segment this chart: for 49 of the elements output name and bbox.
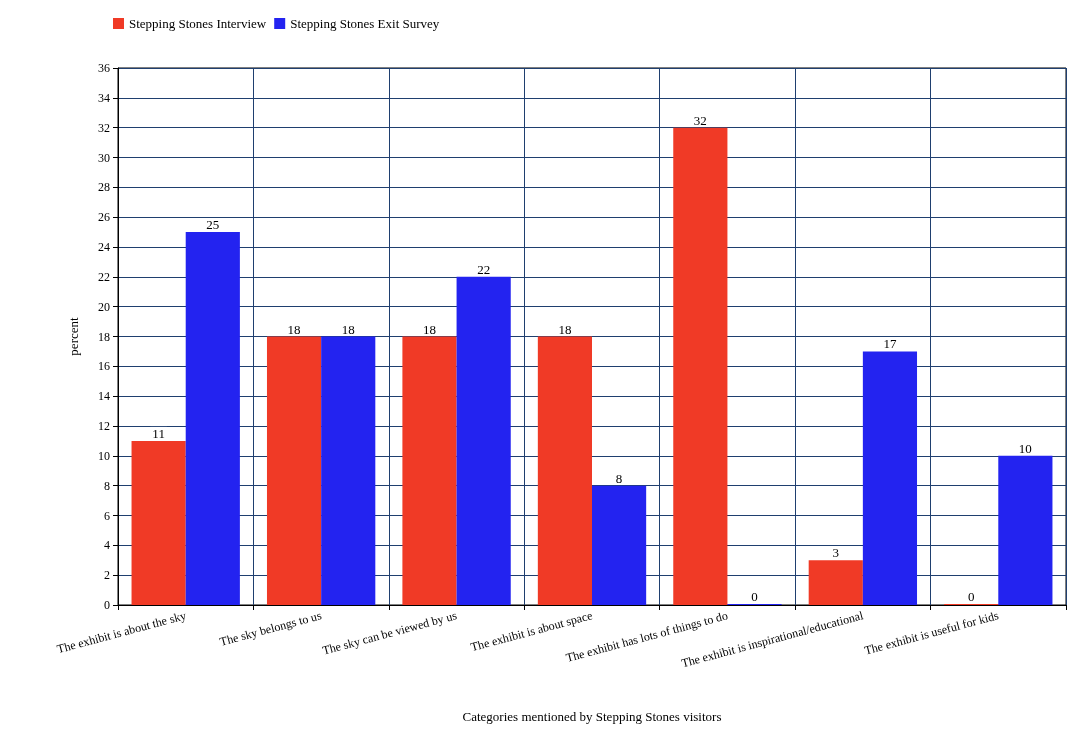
y-tick-label: 24 [98,240,110,254]
data-label: 8 [615,470,623,486]
data-label: 0 [967,589,975,604]
data-label: 10 [1018,440,1032,456]
data-label: 17 [883,336,897,352]
data-label: 18 [341,321,355,337]
data-label: 18 [287,321,301,337]
y-tick-label: 4 [104,538,110,553]
data-label: 0 [751,589,758,604]
data-label: 11 [152,425,165,441]
data-label: 18 [558,321,572,337]
bar [266,336,322,605]
bar [456,276,511,605]
y-tick-label: 6 [104,508,110,523]
bar [131,440,186,605]
x-tick-label: The exhibit is useful for kids [862,608,1001,658]
bar [998,455,1053,605]
bar [537,336,592,605]
data-label: 3 [832,545,840,561]
y-tick-label: 28 [98,180,110,195]
y-tick-label: 34 [98,90,110,105]
y-axis-title: percent [66,316,81,356]
bar [321,336,376,605]
y-tick-label: 26 [98,210,110,225]
y-tick-label: 8 [104,478,110,493]
x-axis-title: Categories mentioned by Stepping Stones visitors [462,709,722,724]
y-tick-label: 36 [98,61,110,75]
y-tick-label: 12 [98,419,110,433]
data-label: 18 [422,321,436,337]
data-label: 25 [206,217,220,233]
y-tick-label: 16 [98,359,110,374]
y-tick-label: 32 [98,120,110,135]
data-label: 22 [477,261,491,277]
y-tick-label: 22 [98,269,110,284]
bar [808,560,863,605]
y-tick-label: 20 [98,299,110,314]
legend-label: Stepping Stones Interview [129,16,267,31]
bar [185,232,240,605]
bar [402,336,457,605]
data-label: 32 [693,112,707,128]
y-tick-label: 30 [98,150,110,165]
bar [862,351,918,605]
bar [673,127,728,605]
legend-label: Stepping Stones Exit Survey [290,16,440,31]
y-tick-label: 18 [98,329,110,344]
y-tick-label: 2 [104,568,110,583]
bar [592,485,647,605]
y-tick-label: 10 [98,448,110,463]
y-tick-label: 14 [98,389,110,404]
